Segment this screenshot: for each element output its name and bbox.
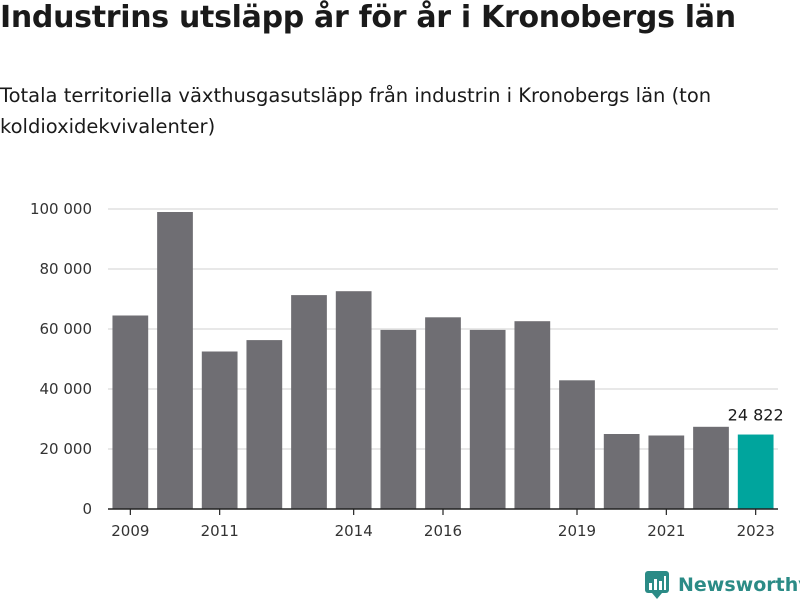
bar-2016: [425, 317, 461, 509]
bar-2015: [380, 329, 417, 509]
x-tick-label: 2011: [201, 522, 239, 540]
x-tick-label: 2019: [558, 522, 596, 540]
axes: 0 20 000 40 000 60 000 80 000 100 000 2009 2011…: [30, 200, 778, 540]
bar-2018: [514, 321, 551, 509]
y-tick-label: 80 000: [40, 260, 93, 278]
x-tick-label: 2023: [737, 522, 775, 540]
bar-2019: [559, 380, 595, 509]
x-tick-label: 2021: [647, 522, 685, 540]
bar-2014: [335, 291, 372, 509]
newsworthy-logo-icon: [645, 571, 669, 599]
y-tick-label: 0: [82, 500, 92, 518]
bar-2010: [157, 212, 193, 509]
chart-title: Industrins utsläpp år för år i Kronoberg…: [0, 0, 736, 35]
brand-name: Newsworthy: [678, 574, 800, 596]
x-tick-label: 2014: [335, 522, 373, 540]
bar-2020: [603, 434, 640, 509]
y-tick-label: 20 000: [40, 440, 93, 458]
bar-2012: [246, 340, 283, 509]
x-tick-label: 2016: [424, 522, 462, 540]
bar-2022: [693, 426, 729, 509]
bar-chart: 0 20 000 40 000 60 000 80 000 100 000 2009 2011…: [30, 200, 784, 540]
bar-2023: [737, 434, 774, 509]
bar-2017: [469, 329, 506, 509]
bar-2021: [648, 435, 685, 509]
chart-subtitle: Totala territoriella växthusgasutsläpp f…: [0, 84, 712, 138]
y-tick-label: 60 000: [40, 320, 93, 338]
x-tick-label: 2009: [111, 522, 149, 540]
bar-2011: [201, 351, 238, 509]
bar-2013: [291, 295, 327, 509]
bars: [112, 212, 774, 509]
brand-logo: Newsworthy: [644, 570, 800, 600]
bar-2009: [112, 315, 149, 509]
labels: 24 822: [728, 406, 784, 425]
y-tick-label: 40 000: [40, 380, 93, 398]
data-label: 24 822: [728, 406, 784, 425]
y-tick-label: 100 000: [30, 200, 92, 218]
